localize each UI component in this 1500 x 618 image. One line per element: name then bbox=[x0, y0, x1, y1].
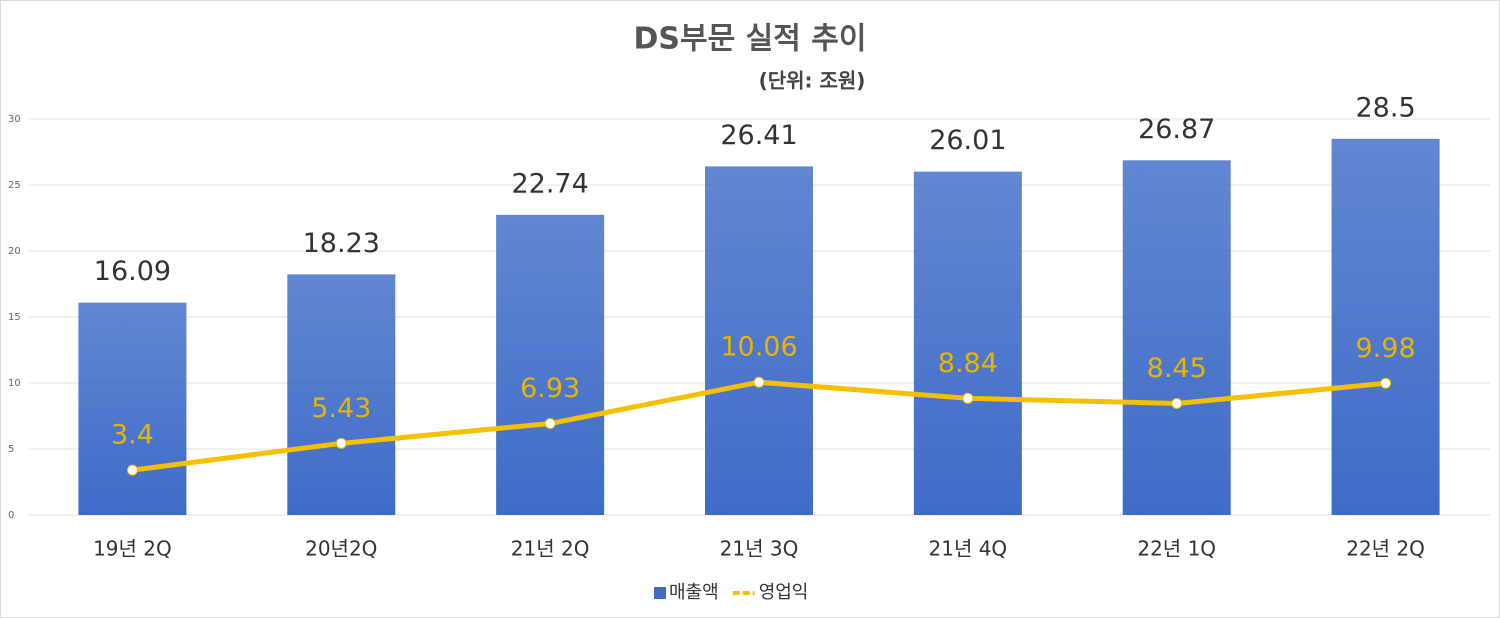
bar bbox=[705, 166, 813, 515]
line-value-label: 8.45 bbox=[1147, 353, 1207, 384]
bar bbox=[496, 214, 605, 515]
labels: 19년 2Q 20년2Q 21년 2Q 21년 3Q 21년 4Q 22년 1Q 22년 2… bbox=[93, 92, 1425, 560]
bar bbox=[1122, 160, 1231, 516]
line-point bbox=[126, 464, 138, 476]
line-point bbox=[1171, 397, 1183, 409]
bar-value-label: 26.41 bbox=[720, 120, 797, 151]
line-value-label: 6.93 bbox=[520, 373, 580, 404]
line-value-label: 3.4 bbox=[111, 420, 154, 451]
y-tick-label: 25 bbox=[8, 180, 21, 191]
bar-value-label: 28.5 bbox=[1356, 92, 1416, 123]
lines bbox=[126, 376, 1392, 476]
x-tick-label: 19년 2Q bbox=[93, 537, 172, 561]
y-tick-label: 0 bbox=[8, 510, 14, 521]
bar-value-label: 22.74 bbox=[511, 168, 588, 199]
x-tick-label: 21년 2Q bbox=[511, 537, 590, 561]
x-tick-label: 20년2Q bbox=[305, 537, 377, 561]
bar-value-label: 18.23 bbox=[303, 228, 380, 259]
line-point bbox=[753, 376, 765, 388]
legend-label: 매출액 bbox=[669, 582, 719, 603]
y-tick-label: 15 bbox=[8, 312, 21, 323]
x-tick-label: 21년 4Q bbox=[929, 537, 1008, 561]
bar bbox=[287, 274, 396, 515]
x-tick-label: 21년 3Q bbox=[720, 537, 799, 561]
y-tick-label: 20 bbox=[8, 246, 21, 257]
y-tick-label: 30 bbox=[8, 114, 21, 125]
line-value-label: 5.43 bbox=[311, 393, 371, 424]
y-tick-label: 10 bbox=[8, 378, 21, 389]
x-tick-label: 22년 1Q bbox=[1137, 537, 1216, 561]
legend-swatch bbox=[654, 587, 666, 599]
bar bbox=[913, 171, 1022, 515]
bars bbox=[78, 138, 1440, 516]
chart-title: DS부문 실적 추이 bbox=[634, 22, 867, 57]
bar-value-label: 26.01 bbox=[929, 125, 1006, 156]
legend-label: 영업익 bbox=[759, 582, 809, 603]
line-value-label: 9.98 bbox=[1356, 333, 1416, 364]
line-point bbox=[544, 418, 556, 430]
chart-subtitle: (단위: 조원) bbox=[759, 69, 866, 93]
line-point bbox=[1380, 377, 1392, 389]
legend: 매출액 영업익 bbox=[654, 582, 808, 603]
bar bbox=[78, 302, 187, 515]
x-tick-label: 22년 2Q bbox=[1346, 537, 1425, 561]
line-point bbox=[962, 392, 974, 404]
line-value-label: 10.06 bbox=[720, 332, 797, 363]
y-tick-label: 5 bbox=[8, 444, 14, 455]
bar bbox=[1331, 138, 1440, 516]
bar-value-label: 16.09 bbox=[94, 256, 171, 287]
line-point bbox=[335, 437, 347, 449]
bar-value-label: 26.87 bbox=[1138, 114, 1215, 145]
line-value-label: 8.84 bbox=[938, 348, 998, 379]
